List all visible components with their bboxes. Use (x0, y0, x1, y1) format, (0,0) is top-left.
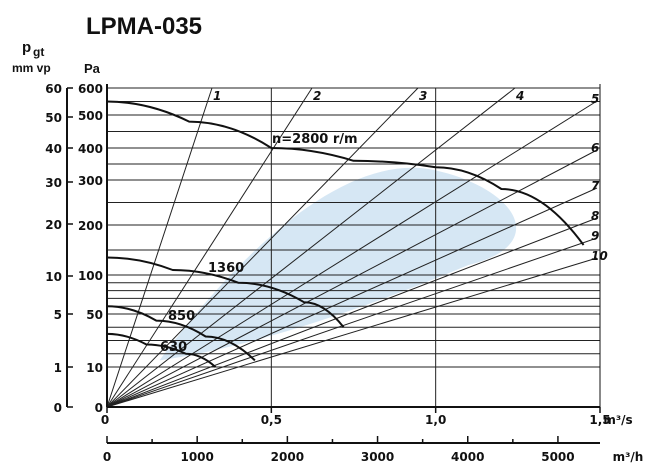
system-line (106, 187, 598, 408)
pa-tick-label: 400 (78, 142, 103, 156)
m3s-tick-label: 1,5 (589, 413, 610, 427)
m3h-tick-label: 5000 (541, 450, 574, 464)
m3h-tick-label: 2000 (271, 450, 304, 464)
speed-curve-label: n=2800 r/m (272, 132, 358, 147)
speed-curve (106, 332, 217, 368)
system-line-label: 8 (591, 209, 599, 223)
speed-curve (106, 100, 585, 246)
pa-tick-label: 0 (95, 401, 103, 415)
pa-tick-label: 200 (78, 219, 103, 233)
system-line (106, 87, 213, 408)
system-line-label: 5 (591, 92, 599, 106)
m3s-tick-label: 1,0 (425, 413, 446, 427)
yaxis-left-label-p: p (22, 39, 31, 56)
system-line (106, 100, 598, 408)
mmvp-tick-label: 30 (45, 176, 62, 190)
system-line (106, 237, 598, 408)
system-line (106, 87, 419, 408)
pa-tick-label: 50 (86, 308, 103, 322)
yaxis-pa-unit: Pa (84, 61, 101, 76)
m3s-tick-label: 0 (101, 413, 109, 427)
system-line-label: 1 (213, 89, 221, 103)
mmvp-tick-label: 0 (54, 401, 62, 415)
efficiency-shade (159, 167, 517, 361)
speed-curves: n=2800 r/m 1360 850 630 (106, 100, 585, 368)
speed-curve (106, 305, 256, 362)
m3s-tick-label: 0,5 (261, 413, 282, 427)
speed-curve (106, 256, 345, 328)
mmvp-tick-label: 60 (45, 82, 62, 96)
speed-curve-label: 1360 (208, 261, 244, 276)
system-line-label: 9 (591, 229, 599, 243)
m3h-tick-label: 0 (103, 450, 111, 464)
mmvp-tick-label: 20 (45, 218, 62, 232)
chart-title: LPMA-035 (86, 13, 202, 40)
yaxis-left-label-sub: gt (33, 45, 44, 59)
system-line-label: 10 (591, 249, 608, 263)
system-line-label: 4 (515, 89, 524, 103)
system-line-label: 3 (419, 89, 427, 103)
yaxis-left-unit: mm vp (12, 61, 51, 75)
system-line (106, 149, 598, 408)
mmvp-tick-label: 10 (45, 270, 62, 284)
system-line-label: 7 (591, 179, 600, 193)
grid-lines (107, 87, 600, 407)
system-lines: 1 2 3 4 5 6 7 8 9 10 (106, 87, 608, 408)
system-line (106, 217, 598, 408)
pa-tick-label: 600 (78, 82, 103, 96)
pa-tick-label: 300 (78, 174, 103, 188)
system-line (106, 87, 313, 408)
system-line-label: 2 (313, 89, 321, 103)
pa-tick-label: 100 (78, 269, 103, 283)
mmvp-tick-label: 5 (54, 308, 62, 322)
speed-curve-label: 630 (160, 340, 187, 355)
m3h-tick-label: 1000 (180, 450, 213, 464)
pa-tick-label: 500 (78, 109, 103, 123)
m3h-tick-label: 4000 (451, 450, 484, 464)
mmvp-tick-label: 50 (45, 111, 62, 125)
efficiency-region (159, 167, 517, 361)
system-line (106, 257, 598, 408)
m3s-unit: m³/s (603, 413, 632, 427)
pa-tick-label: 10 (86, 361, 103, 375)
mmvp-tick-label: 1 (54, 361, 62, 375)
axes (66, 84, 601, 444)
m3h-tick-label: 3000 (361, 450, 394, 464)
m3h-unit: m³/h (613, 450, 644, 464)
speed-curve-label: 850 (168, 309, 195, 324)
mmvp-tick-label: 40 (45, 142, 62, 156)
system-line-label: 6 (591, 141, 599, 155)
system-line (106, 87, 516, 408)
